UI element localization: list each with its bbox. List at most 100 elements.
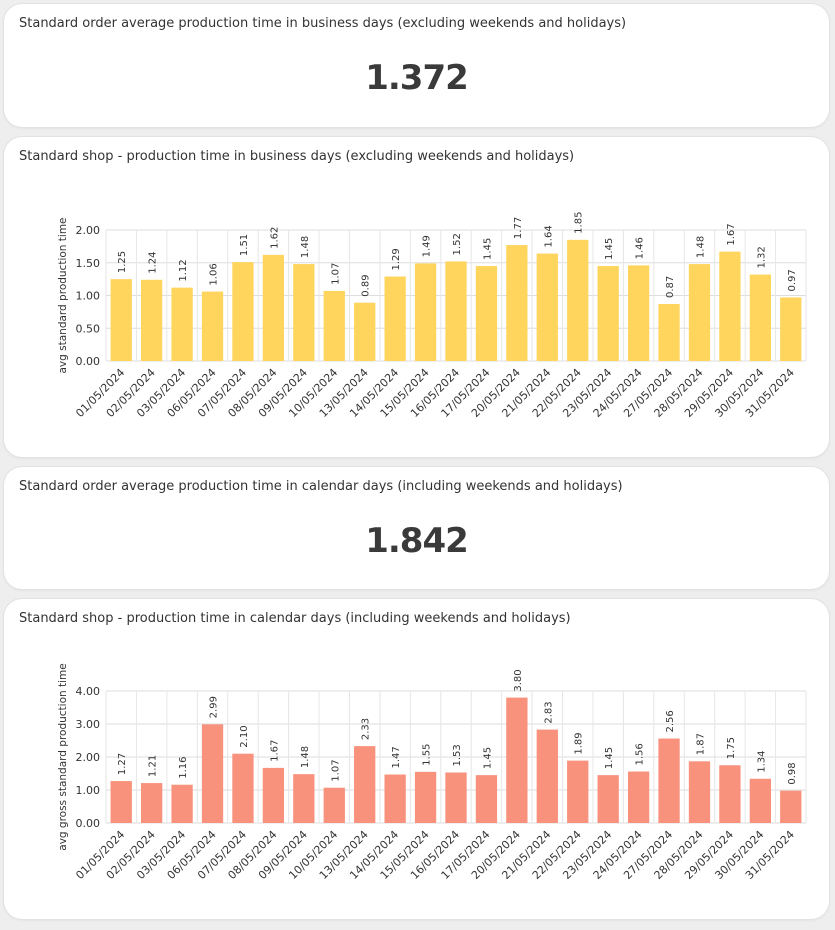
bar bbox=[293, 264, 315, 361]
bar bbox=[232, 262, 254, 361]
bar bbox=[658, 738, 680, 823]
data-label: 1.29 bbox=[391, 248, 402, 270]
data-label: 0.98 bbox=[787, 762, 798, 784]
y-tick-label: 2.00 bbox=[76, 751, 101, 764]
bar bbox=[262, 254, 285, 361]
data-label: 1.24 bbox=[148, 252, 159, 274]
bar bbox=[445, 772, 467, 823]
data-label: 1.67 bbox=[726, 223, 737, 245]
bar bbox=[141, 783, 163, 823]
bar bbox=[475, 775, 498, 823]
data-label: 1.47 bbox=[391, 746, 402, 768]
kpi-calendar-value: 1.842 bbox=[365, 521, 469, 561]
bar bbox=[414, 771, 437, 823]
y-tick-label: 1.00 bbox=[76, 784, 101, 797]
data-label: 0.89 bbox=[361, 274, 372, 296]
bar bbox=[719, 765, 741, 823]
bar bbox=[749, 778, 771, 823]
data-label: 1.06 bbox=[209, 263, 220, 285]
bar bbox=[536, 729, 558, 823]
bar bbox=[171, 287, 193, 361]
bar bbox=[506, 245, 528, 361]
data-label: 3.80 bbox=[513, 669, 524, 691]
business-days-bar-chart: 0.00 0.50 1.00 1.50 2.00 avg standard product… bbox=[57, 212, 807, 420]
data-label: 1.07 bbox=[330, 759, 341, 781]
data-label: 1.25 bbox=[117, 251, 128, 273]
data-label: 1.67 bbox=[269, 740, 280, 762]
data-label: 0.87 bbox=[665, 276, 676, 298]
data-label: 1.64 bbox=[543, 225, 554, 247]
data-label: 1.75 bbox=[726, 737, 737, 759]
bar bbox=[445, 261, 467, 361]
data-label: 1.49 bbox=[422, 235, 433, 257]
kpi-card-calendar-days: Standard order average production time i… bbox=[4, 467, 829, 589]
y-axis-label: avg standard production time bbox=[57, 217, 69, 373]
bar bbox=[201, 291, 224, 361]
bar bbox=[658, 304, 680, 361]
data-label: 1.21 bbox=[148, 755, 159, 777]
bar bbox=[627, 771, 650, 823]
bar bbox=[567, 760, 589, 823]
data-label: 1.07 bbox=[330, 263, 341, 285]
bar bbox=[536, 253, 558, 361]
bar bbox=[110, 781, 132, 823]
data-label: 1.77 bbox=[513, 217, 524, 239]
data-label: 1.48 bbox=[695, 236, 706, 258]
data-label: 2.33 bbox=[361, 718, 372, 740]
bar bbox=[323, 290, 345, 361]
chart-card-calendar-days: Standard shop - production time in calen… bbox=[4, 599, 829, 919]
data-label: 1.87 bbox=[695, 733, 706, 755]
bar bbox=[749, 274, 771, 361]
data-label: 1.89 bbox=[574, 732, 585, 754]
data-label: 1.48 bbox=[300, 236, 311, 258]
data-label: 2.99 bbox=[209, 696, 220, 718]
data-label: 1.32 bbox=[756, 246, 767, 268]
y-tick-label: 3.00 bbox=[76, 718, 101, 731]
y-axis-label: avg gross standard production time bbox=[57, 663, 69, 850]
bar bbox=[384, 774, 406, 823]
data-label: 1.53 bbox=[452, 744, 463, 766]
kpi-business-value: 1.372 bbox=[365, 58, 469, 98]
data-label: 1.85 bbox=[574, 212, 585, 234]
data-label: 1.27 bbox=[117, 753, 128, 775]
kpi-calendar-title: Standard order average production time i… bbox=[19, 479, 623, 494]
y-tick-label: 0.50 bbox=[76, 322, 101, 335]
data-label: 2.10 bbox=[239, 725, 250, 747]
bar bbox=[597, 775, 619, 823]
data-label: 1.45 bbox=[604, 238, 615, 260]
chart-business-title: Standard shop - production time in busin… bbox=[19, 149, 575, 164]
data-label: 1.48 bbox=[300, 746, 311, 768]
bar bbox=[171, 784, 193, 823]
chart-calendar-title: Standard shop - production time in calen… bbox=[19, 611, 571, 626]
calendar-days-bar-chart: 0.00 1.00 2.00 3.00 4.00 avg gross standard p… bbox=[57, 663, 807, 882]
bar bbox=[567, 239, 589, 361]
bar bbox=[475, 266, 498, 361]
y-tick-label: 1.50 bbox=[76, 257, 101, 270]
data-label: 1.45 bbox=[604, 747, 615, 769]
data-label: 1.55 bbox=[422, 744, 433, 766]
bar bbox=[323, 787, 345, 823]
kpi-business-title: Standard order average production time i… bbox=[19, 16, 627, 31]
data-label: 1.56 bbox=[635, 743, 646, 765]
y-tick-label: 1.00 bbox=[76, 290, 101, 303]
bar bbox=[354, 746, 376, 823]
bar bbox=[780, 790, 802, 823]
data-label: 1.51 bbox=[239, 234, 250, 256]
data-label: 1.52 bbox=[452, 233, 463, 255]
bar bbox=[201, 724, 224, 823]
bar bbox=[688, 761, 711, 823]
bar bbox=[262, 767, 285, 823]
bar bbox=[688, 264, 711, 361]
bar bbox=[293, 774, 315, 823]
bar bbox=[597, 266, 619, 361]
bar bbox=[141, 279, 163, 361]
data-label: 2.83 bbox=[543, 701, 554, 723]
bar bbox=[414, 263, 437, 361]
data-label: 1.45 bbox=[482, 238, 493, 260]
y-tick-label: 0.00 bbox=[76, 355, 101, 368]
chart-card-business-days: Standard shop - production time in busin… bbox=[4, 137, 829, 457]
bar bbox=[354, 302, 376, 361]
bar bbox=[384, 276, 406, 361]
data-label: 1.34 bbox=[756, 751, 767, 773]
data-label: 1.46 bbox=[635, 237, 646, 259]
